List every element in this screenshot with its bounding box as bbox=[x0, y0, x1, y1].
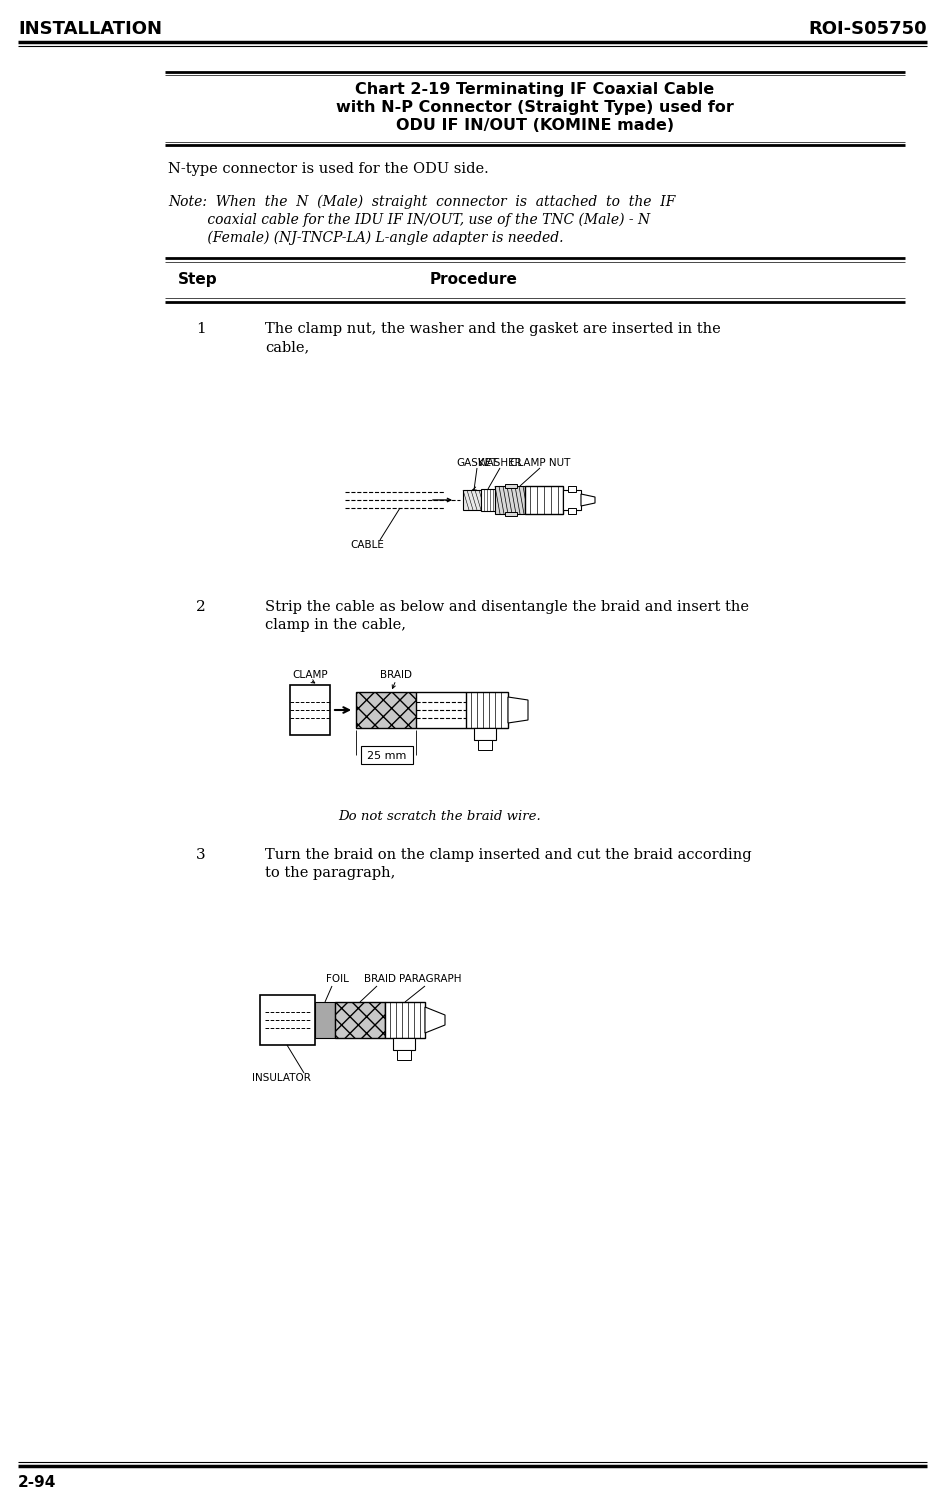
Text: Turn the braid on the clamp inserted and cut the braid according: Turn the braid on the clamp inserted and… bbox=[264, 848, 750, 861]
Bar bbox=[334, 1002, 384, 1038]
Text: INSULATOR: INSULATOR bbox=[252, 1073, 311, 1082]
Bar bbox=[393, 1038, 414, 1050]
Bar bbox=[480, 490, 495, 511]
Bar bbox=[504, 484, 516, 488]
Bar bbox=[495, 487, 525, 514]
Bar bbox=[567, 487, 576, 493]
Text: GASKET: GASKET bbox=[456, 458, 497, 467]
Bar bbox=[396, 1050, 411, 1060]
Text: coaxial cable for the IDU IF IN/OUT, use of the TNC (Male) - N: coaxial cable for the IDU IF IN/OUT, use… bbox=[168, 213, 649, 227]
Text: WASHER: WASHER bbox=[477, 458, 522, 467]
Bar bbox=[356, 691, 415, 729]
Text: Step: Step bbox=[177, 272, 217, 287]
Bar bbox=[361, 746, 413, 764]
Text: 3: 3 bbox=[195, 848, 206, 861]
Bar bbox=[463, 490, 480, 511]
Text: cable,: cable, bbox=[264, 340, 309, 354]
Text: Strip the cable as below and disentangle the braid and insert the: Strip the cable as below and disentangle… bbox=[264, 600, 749, 614]
Text: 2-94: 2-94 bbox=[18, 1475, 57, 1490]
Polygon shape bbox=[425, 1006, 445, 1033]
Text: BRAID: BRAID bbox=[379, 670, 412, 679]
Polygon shape bbox=[581, 494, 595, 506]
Bar bbox=[474, 729, 496, 741]
Text: clamp in the cable,: clamp in the cable, bbox=[264, 618, 406, 632]
Bar bbox=[290, 685, 329, 735]
Bar bbox=[478, 741, 492, 749]
Bar bbox=[504, 512, 516, 517]
Bar bbox=[465, 691, 508, 729]
Text: CLAMP: CLAMP bbox=[292, 670, 328, 679]
Text: 1: 1 bbox=[195, 322, 206, 336]
Text: The clamp nut, the washer and the gasket are inserted in the: The clamp nut, the washer and the gasket… bbox=[264, 322, 720, 336]
Text: Chart 2-19 Terminating IF Coaxial Cable: Chart 2-19 Terminating IF Coaxial Cable bbox=[355, 82, 714, 97]
Text: Note:  When  the  N  (Male)  straight  connector  is  attached  to  the  IF: Note: When the N (Male) straight connect… bbox=[168, 196, 675, 209]
Text: CLAMP NUT: CLAMP NUT bbox=[509, 458, 569, 467]
Text: FOIL: FOIL bbox=[326, 973, 348, 984]
Text: 2: 2 bbox=[195, 600, 206, 614]
Text: BRAID: BRAID bbox=[363, 973, 396, 984]
Text: (Female) (NJ-TNCP-LA) L-angle adapter is needed.: (Female) (NJ-TNCP-LA) L-angle adapter is… bbox=[168, 231, 563, 245]
Bar bbox=[525, 487, 563, 514]
Text: CABLE: CABLE bbox=[349, 540, 383, 549]
Polygon shape bbox=[508, 697, 528, 723]
Bar bbox=[567, 508, 576, 514]
Text: ROI-S05750: ROI-S05750 bbox=[807, 19, 926, 37]
Text: Do not scratch the braid wire.: Do not scratch the braid wire. bbox=[338, 811, 541, 823]
Text: to the paragraph,: to the paragraph, bbox=[264, 866, 395, 879]
Text: N-type connector is used for the ODU side.: N-type connector is used for the ODU sid… bbox=[168, 163, 488, 176]
Text: INSTALLATION: INSTALLATION bbox=[18, 19, 161, 37]
Text: with N-P Connector (Straight Type) used for: with N-P Connector (Straight Type) used … bbox=[336, 100, 733, 115]
Bar bbox=[314, 1002, 334, 1038]
Bar bbox=[260, 994, 314, 1045]
Text: 25 mm: 25 mm bbox=[367, 751, 406, 761]
Text: ODU IF IN/OUT (KOMINE made): ODU IF IN/OUT (KOMINE made) bbox=[396, 118, 673, 133]
Bar bbox=[384, 1002, 425, 1038]
Text: PARAGRAPH: PARAGRAPH bbox=[398, 973, 461, 984]
Text: Procedure: Procedure bbox=[430, 272, 517, 287]
Bar bbox=[563, 490, 581, 511]
